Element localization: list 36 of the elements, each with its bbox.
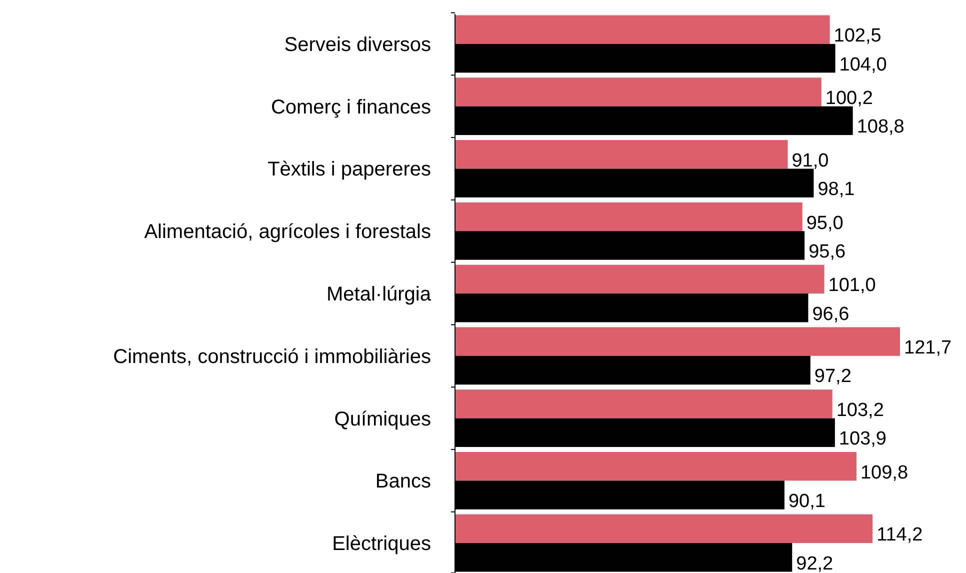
data-label: 98,1	[818, 179, 855, 200]
y-tick-label: Elèctriques	[332, 533, 431, 556]
data-label: 90,1	[788, 491, 826, 512]
y-tick-label: Comerç i finances	[270, 96, 431, 118]
data-label: 92,2	[796, 553, 834, 573]
y-tick-label: Metal·lúrgia	[326, 284, 432, 306]
bar	[455, 202, 802, 232]
y-tick-label: Químiques	[334, 408, 431, 430]
data-label: 97,2	[814, 366, 852, 388]
y-tick-label: Ciments, construcció i immobiliàries	[113, 346, 431, 368]
y-tick-label: Bancs	[375, 470, 431, 493]
bar	[455, 140, 788, 169]
data-label: 101,0	[828, 275, 876, 296]
bar	[455, 264, 824, 294]
data-label: 109,8	[860, 462, 908, 484]
y-tick-label: Alimentació, agrícoles i forestals	[144, 221, 431, 244]
data-label: 121,7	[904, 338, 952, 359]
bar	[455, 78, 822, 106]
data-label: 114,2	[876, 524, 923, 546]
data-label: 103,2	[836, 400, 884, 421]
data-label: 104,0	[839, 54, 887, 76]
data-label: 96,6	[812, 304, 850, 325]
data-label: 95,0	[806, 212, 844, 234]
data-label: 103,9	[838, 428, 886, 450]
y-tick-label: Serveis diversos	[284, 34, 431, 56]
data-label: 102,5	[834, 26, 882, 47]
data-label: 100,2	[825, 88, 873, 109]
y-tick-label: Tèxtils i papereres	[268, 158, 431, 181]
bar	[455, 390, 832, 418]
data-label: 108,8	[856, 116, 904, 138]
data-label: 95,6	[808, 241, 846, 262]
bar	[455, 15, 830, 44]
bar	[455, 514, 873, 544]
bar	[455, 327, 900, 356]
bar	[455, 452, 856, 481]
data-label: 91,0	[792, 150, 829, 172]
